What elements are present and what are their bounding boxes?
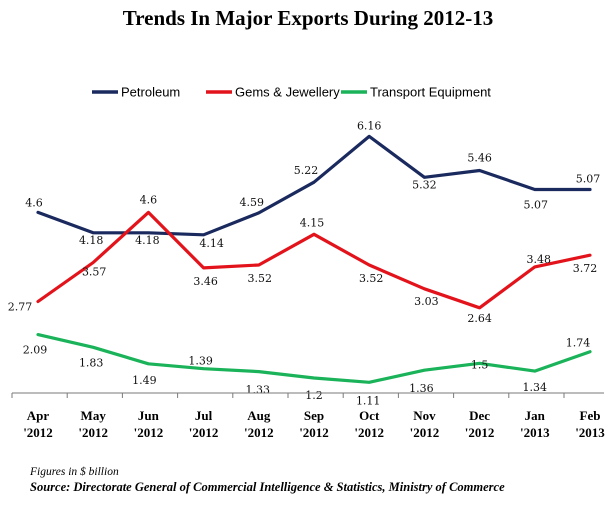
value-label-1-6: 3.52: [359, 272, 384, 285]
value-label-0-0: 4.6: [25, 196, 43, 209]
value-label-2-3: 1.39: [188, 355, 213, 368]
x-tick-label-year-9: '2013: [520, 425, 550, 440]
value-label-2-8: 1.5: [471, 358, 489, 371]
x-tick-label-month-9: Jan: [525, 408, 546, 423]
value-label-1-1: 3.57: [82, 266, 107, 279]
value-label-0-10: 5.07: [576, 172, 601, 185]
value-label-1-0: 2.77: [8, 301, 33, 314]
value-label-1-10: 3.72: [573, 262, 598, 275]
legend: Petroleum Gems & Jewellery Transport Equip…: [92, 85, 491, 100]
x-tick-label-year-5: '2012: [299, 425, 329, 440]
x-tick-label-year-10: '2013: [575, 425, 605, 440]
value-label-0-3: 4.14: [199, 237, 224, 250]
legend-label-1: Gems & Jewellery: [235, 85, 340, 100]
value-label-2-10: 1.74: [566, 337, 591, 350]
value-label-1-8: 2.64: [467, 312, 492, 325]
value-label-2-0: 2.09: [23, 344, 48, 357]
value-label-2-1: 1.83: [79, 356, 104, 369]
x-tick-label-month-7: Nov: [413, 408, 436, 423]
value-label-0-7: 5.32: [412, 178, 437, 191]
source-note: Source: Directorate General of Commercia…: [30, 480, 505, 494]
x-tick-label-month-4: Aug: [247, 408, 271, 423]
x-axis-ticks: Apr '2012 May '2012 Jun '2012 Jul '2012 Aug '2012…: [11, 393, 605, 440]
x-tick-label-month-1: May: [81, 408, 107, 423]
value-label-1-2: 4.6: [140, 193, 158, 206]
x-tick-label-year-0: '2012: [23, 425, 53, 440]
value-label-0-4: 4.59: [240, 196, 265, 209]
value-label-2-6: 1.11: [356, 394, 381, 407]
value-label-0-9: 5.07: [524, 198, 549, 211]
series-line-2: [36, 333, 592, 384]
value-label-0-5: 5.22: [294, 164, 319, 177]
value-label-0-1: 4.18: [79, 234, 104, 247]
footnote: Figures in $ billion: [30, 466, 119, 478]
value-label-2-5: 1.2: [305, 389, 323, 402]
value-label-2-2: 1.49: [132, 374, 157, 387]
chart-title: Trends In Major Exports During 2012-13: [122, 6, 494, 30]
x-tick-label-year-6: '2012: [354, 425, 384, 440]
value-label-1-5: 4.15: [300, 216, 325, 229]
value-label-1-3: 3.46: [193, 275, 218, 288]
series-layer: [36, 134, 592, 384]
x-tick-label-month-8: Dec: [469, 408, 490, 423]
value-label-0-2: 4.18: [135, 234, 160, 247]
x-tick-label-year-4: '2012: [244, 425, 274, 440]
x-tick-label-year-7: '2012: [410, 425, 440, 440]
x-tick-label-month-2: Jun: [138, 408, 160, 423]
value-label-2-7: 1.36: [409, 382, 434, 395]
x-tick-label-month-5: Sep: [304, 408, 324, 423]
value-label-2-9: 1.34: [523, 381, 548, 394]
value-label-1-4: 3.52: [248, 272, 273, 285]
x-tick-label-month-3: Jul: [195, 408, 213, 423]
x-tick-label-year-3: '2012: [189, 425, 219, 440]
legend-label-2: Transport Equipment: [370, 85, 491, 100]
value-label-0-8: 5.46: [467, 151, 492, 164]
x-tick-label-year-1: '2012: [78, 425, 108, 440]
value-labels: 4.6 4.18 4.18 4.14 4.59 5.22 6.16 5.32 5.46 5.07 5…: [8, 119, 601, 407]
x-tick-label-year-2: '2012: [134, 425, 164, 440]
legend-label-0: Petroleum: [121, 85, 180, 100]
value-label-0-6: 6.16: [357, 119, 382, 132]
value-label-1-9: 3.48: [527, 253, 552, 266]
x-tick-label-year-8: '2012: [465, 425, 495, 440]
x-tick-label-month-10: Feb: [580, 408, 601, 423]
x-tick-label-month-0: Apr: [27, 408, 50, 423]
value-label-1-7: 3.03: [414, 295, 439, 308]
value-label-2-4: 1.33: [246, 384, 271, 397]
x-tick-label-month-6: Oct: [359, 408, 380, 423]
